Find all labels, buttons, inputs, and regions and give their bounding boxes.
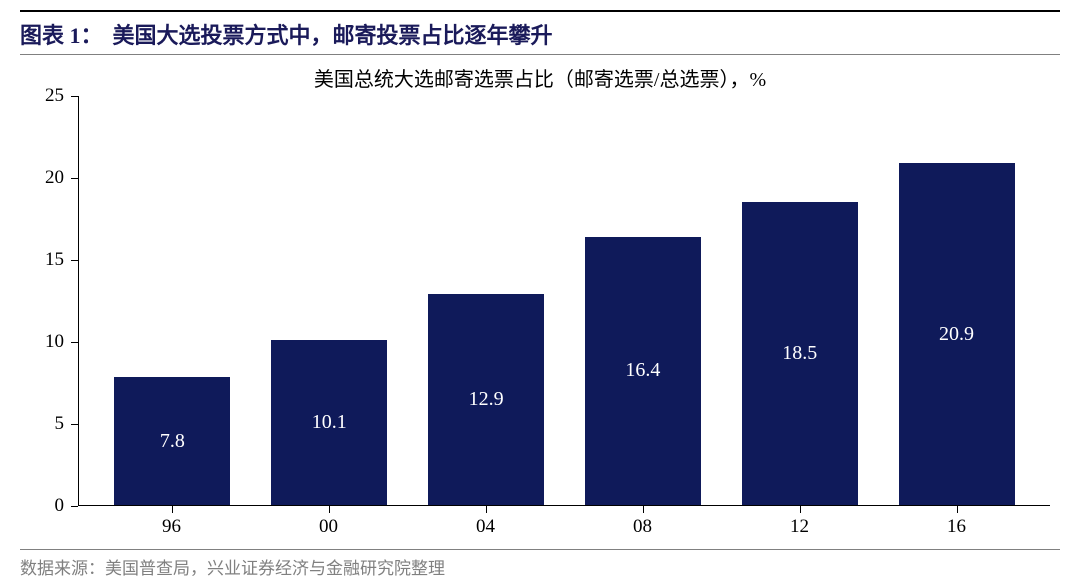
x-tick-label: 96 xyxy=(93,506,250,538)
plot-area: 7.8 10.1 12.9 16.4 18.5 20.9 xyxy=(78,96,1050,506)
y-axis: 0510152025 xyxy=(30,96,78,506)
x-tick-mark xyxy=(172,506,173,513)
y-tick-mark xyxy=(71,96,78,97)
bar: 16.4 xyxy=(585,237,701,505)
bar: 10.1 xyxy=(271,340,387,505)
y-tick-mark xyxy=(71,424,78,425)
y-tick-mark xyxy=(71,506,78,507)
bar-value-label: 16.4 xyxy=(625,359,660,382)
source-line: 数据来源：美国普查局，兴业证券经济与金融研究院整理 xyxy=(20,550,1060,579)
bar-value-label: 20.9 xyxy=(939,323,974,346)
y-tick-label: 0 xyxy=(55,495,65,517)
bar-slot: 18.5 xyxy=(721,96,878,505)
y-tick-label: 5 xyxy=(55,413,65,435)
bar-slot: 16.4 xyxy=(564,96,721,505)
bar: 7.8 xyxy=(114,377,230,505)
x-ticks-region: 960004081216 xyxy=(78,506,1050,538)
bar: 20.9 xyxy=(899,163,1015,505)
x-tick-label: 16 xyxy=(878,506,1035,538)
chart-body: 美国总统大选邮寄选票占比（邮寄选票/总选票），% 0 5 10 15 20 25 7.8 1… xyxy=(20,55,1060,543)
y-tick-label: 25 xyxy=(45,85,64,107)
x-tick-mark xyxy=(800,506,801,513)
bar: 18.5 xyxy=(742,202,858,505)
chart-header: 图表 1： 美国大选投票方式中，邮寄投票占比逐年攀升 xyxy=(20,16,1060,55)
x-tick-mark xyxy=(329,506,330,513)
x-tick-label: 08 xyxy=(564,506,721,538)
bar-slot: 10.1 xyxy=(251,96,408,505)
y-tick-mark xyxy=(71,342,78,343)
bar-value-label: 18.5 xyxy=(782,342,817,365)
bar-slot: 12.9 xyxy=(408,96,565,505)
chart-container: 图表 1： 美国大选投票方式中，邮寄投票占比逐年攀升 美国总统大选邮寄选票占比（… xyxy=(0,0,1080,563)
bar-value-label: 7.8 xyxy=(160,430,185,453)
bar-value-label: 12.9 xyxy=(469,388,504,411)
x-tick-mark xyxy=(643,506,644,513)
x-tick-mark xyxy=(486,506,487,513)
x-axis: 960004081216 xyxy=(78,506,1050,538)
x-tick-mark xyxy=(957,506,958,513)
header-rule-top xyxy=(20,10,1060,12)
chart-number-label: 图表 1： xyxy=(20,18,103,50)
x-tick-label: 12 xyxy=(721,506,878,538)
source-label: 数据来源： xyxy=(20,559,105,578)
y-tick-mark xyxy=(71,178,78,179)
plot-row: 0510152025 7.810.112.916.418.520.9 xyxy=(30,96,1050,506)
x-tick-label: 00 xyxy=(250,506,407,538)
chart-title: 美国大选投票方式中，邮寄投票占比逐年攀升 xyxy=(113,18,553,50)
bar-slot: 20.9 xyxy=(878,96,1035,505)
bar-slot: 7.8 xyxy=(94,96,251,505)
bar-value-label: 10.1 xyxy=(312,411,347,434)
bars-region: 7.8 10.1 12.9 16.4 18.5 20.9 xyxy=(79,96,1050,505)
y-tick-label: 10 xyxy=(45,331,64,353)
y-tick-label: 15 xyxy=(45,249,64,271)
bar: 12.9 xyxy=(428,294,544,505)
x-tick-label: 04 xyxy=(407,506,564,538)
y-tick-mark xyxy=(71,260,78,261)
source-text: 美国普查局，兴业证券经济与金融研究院整理 xyxy=(105,559,445,578)
y-tick-label: 20 xyxy=(45,167,64,189)
chart-subtitle: 美国总统大选邮寄选票占比（邮寄选票/总选票），% xyxy=(30,63,1050,92)
